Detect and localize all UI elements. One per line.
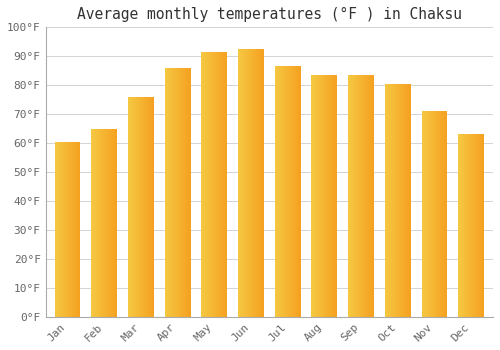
Title: Average monthly temperatures (°F ) in Chaksu: Average monthly temperatures (°F ) in Ch… [77,7,462,22]
